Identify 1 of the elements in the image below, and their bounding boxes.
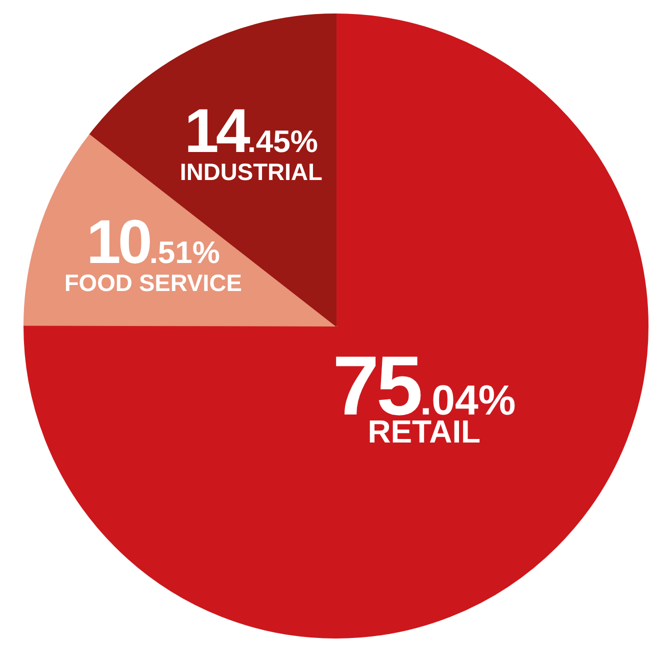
slice-label: FOOD SERVICE bbox=[64, 270, 242, 296]
